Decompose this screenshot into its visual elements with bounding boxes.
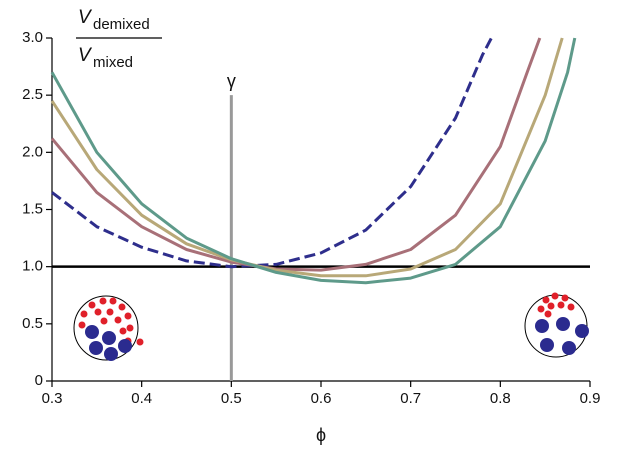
x-tick-label: 0.3 [42,390,63,407]
y-tick-label: 1.5 [22,200,43,217]
y-tick-label: 0 [35,372,43,389]
y-tick-label: 2.5 [22,86,43,103]
reference-label: γ [227,71,236,91]
inset-demixed [524,292,589,358]
y-label-symbol: V [78,7,93,28]
y-tick-label: 0.5 [22,315,43,332]
y-tick-label: 1.0 [22,258,43,275]
series-line [50,37,564,278]
series-line [51,37,493,269]
x-tick-label: 0.8 [490,390,511,407]
series-line [50,37,542,272]
y-label-subscript: demixed [93,16,150,33]
x-tick-label: 0.7 [400,390,421,407]
x-tick-label: 0.4 [131,390,152,407]
x-tick-label: 0.9 [580,390,601,407]
series-line [50,37,577,285]
x-label: ϕ [316,425,326,445]
y-label-subscript: mixed [93,54,133,71]
x-tick-label: 0.6 [311,390,332,407]
inset-mixed [73,295,144,361]
y-label-symbol: V [78,45,93,66]
y-tick-label: 3.0 [22,29,43,46]
x-tick-label: 0.5 [221,390,242,407]
y-tick-label: 2.0 [22,143,43,160]
